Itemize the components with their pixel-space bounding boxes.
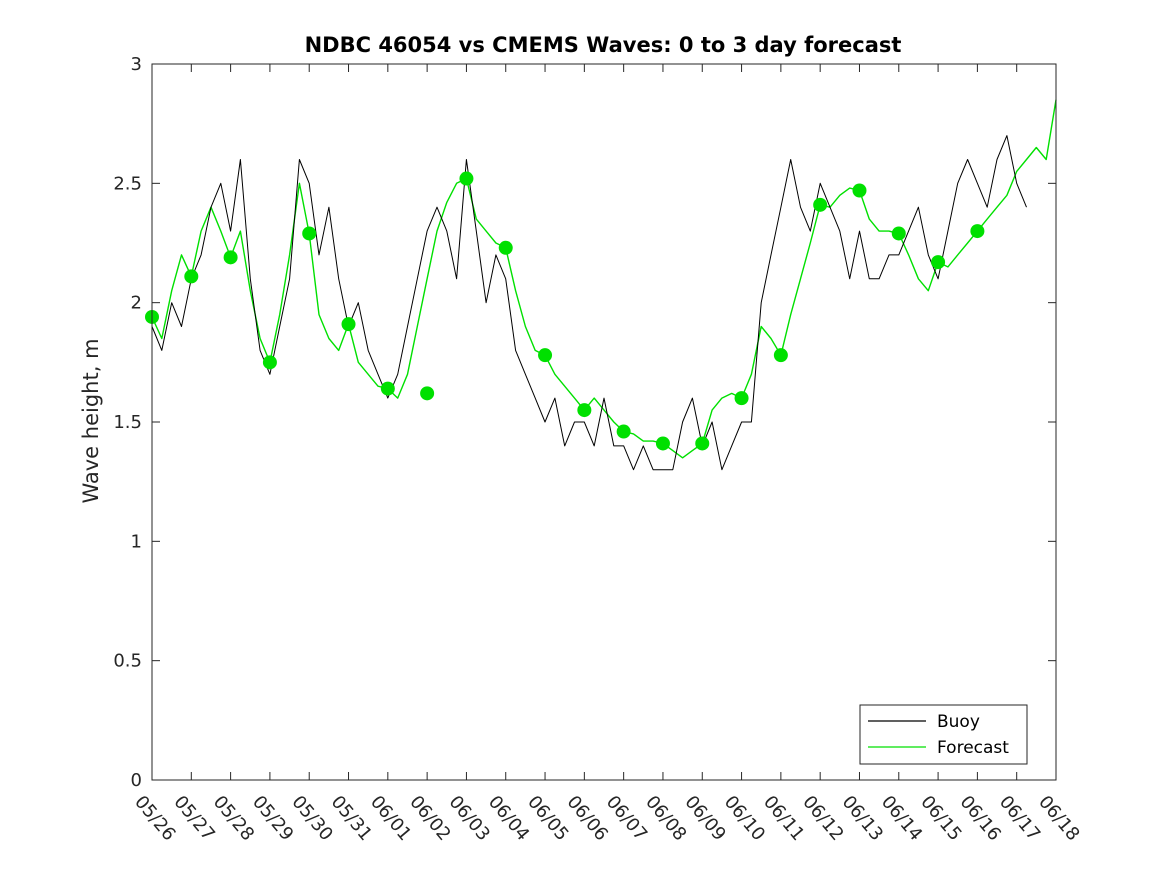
forecast-marker <box>302 226 317 241</box>
y-tick-label: 0 <box>131 770 142 791</box>
y-tick-label: 2.5 <box>113 173 142 194</box>
legend-label-forecast: Forecast <box>937 738 1009 758</box>
y-tick-label: 1.5 <box>113 412 142 433</box>
forecast-marker <box>577 403 592 418</box>
forecast-marker <box>931 255 946 270</box>
chart-title: NDBC 46054 vs CMEMS Waves: 0 to 3 day fo… <box>305 33 902 57</box>
forecast-marker <box>538 348 553 363</box>
legend-box <box>859 704 1028 765</box>
forecast-marker <box>773 348 788 363</box>
legend-label-buoy: Buoy <box>937 712 980 732</box>
forecast-marker <box>380 381 395 396</box>
series-line-buoy <box>151 135 1027 471</box>
forecast-marker <box>223 250 238 265</box>
legend: Buoy Forecast <box>859 704 1028 765</box>
forecast-marker <box>459 171 474 186</box>
y-tick-label: 3 <box>131 54 142 75</box>
series-line-forecast <box>151 99 1057 459</box>
forecast-marker <box>262 355 277 370</box>
forecast-marker <box>970 224 985 239</box>
forecast-marker <box>655 436 670 451</box>
forecast-marker <box>616 424 631 439</box>
forecast-marker <box>695 436 710 451</box>
plot-lines <box>151 99 1057 471</box>
forecast-marker <box>420 386 435 401</box>
forecast-marker <box>498 240 513 255</box>
y-tick-label: 0.5 <box>113 651 142 672</box>
forecast-marker <box>184 269 199 284</box>
forecast-marker <box>734 391 749 406</box>
y-tick-label: 2 <box>131 293 142 314</box>
y-tick-label: 1 <box>131 531 142 552</box>
forecast-marker <box>813 197 828 212</box>
forecast-marker <box>852 183 867 198</box>
y-axis-label: Wave height, m <box>79 338 103 503</box>
y-axis-ticks: 0 0.5 1 1.5 2 2.5 3 <box>113 54 1056 791</box>
forecast-marker <box>341 317 356 332</box>
forecast-marker <box>891 226 906 241</box>
